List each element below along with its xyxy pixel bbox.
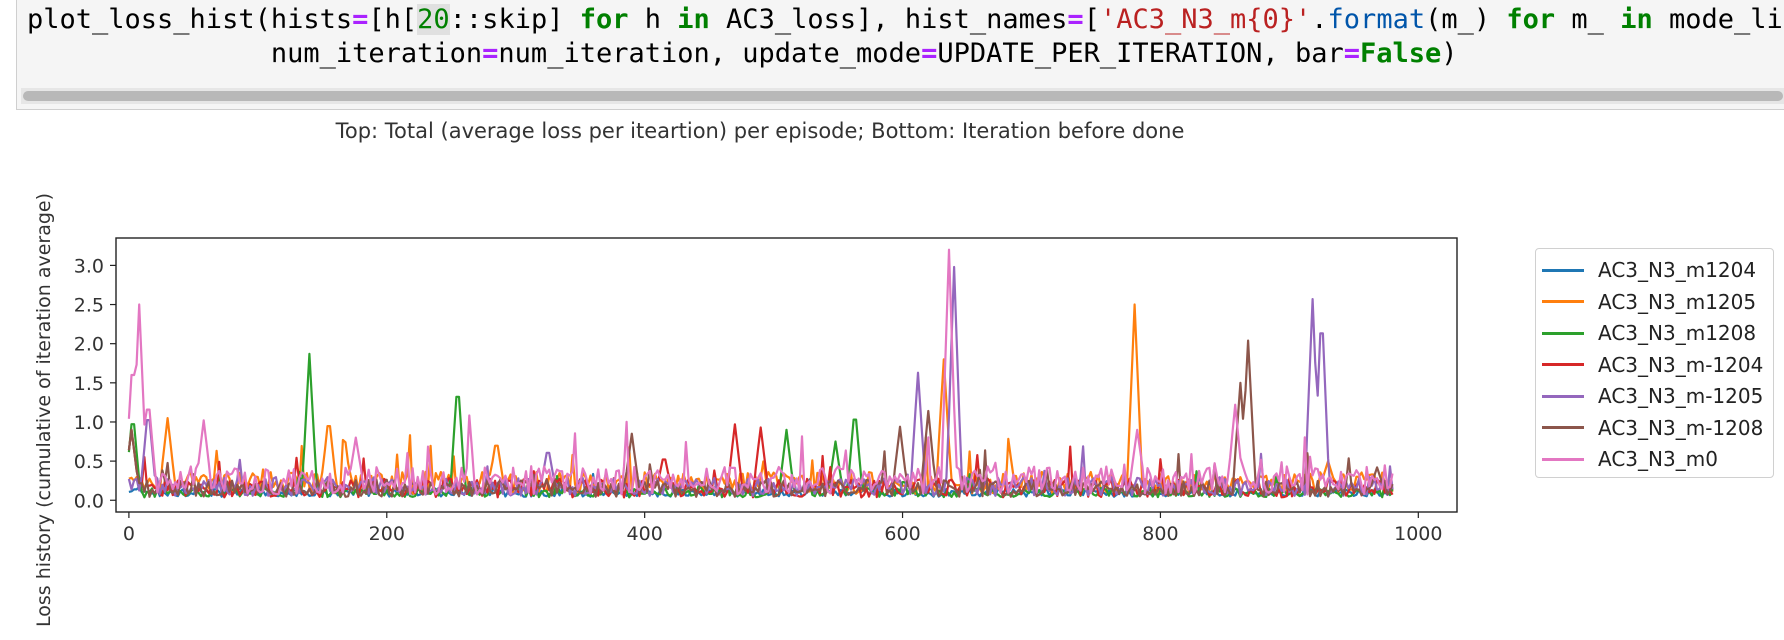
code-cell[interactable]: plot_loss_hist(hists=[h[20::skip] for h …	[16, 0, 1784, 110]
legend-item: AC3_N3_m-1204	[1542, 350, 1763, 380]
code-token: h	[628, 4, 678, 35]
legend-item: AC3_N3_m1204	[1542, 255, 1756, 285]
legend-item: AC3_N3_m-1208	[1542, 413, 1763, 443]
code-token: mode_list],	[1668, 4, 1784, 35]
legend-label: AC3_N3_m0	[1598, 447, 1718, 471]
code-token: format	[1327, 4, 1426, 35]
legend-label: AC3_N3_m1204	[1598, 258, 1757, 282]
code-token: num_iteration	[27, 38, 483, 69]
legend-label: AC3_N3_m1208	[1598, 321, 1757, 345]
code-token: m_	[1555, 4, 1621, 35]
code-line-2[interactable]: num_iteration=num_iteration, update_mode…	[27, 38, 1458, 69]
code-token: =	[921, 38, 938, 69]
legend-item: AC3_N3_m1205	[1542, 287, 1756, 317]
plot-frame	[115, 237, 1458, 513]
loss-history-chart: Top: Total (average loss per iteartion) …	[33, 119, 1458, 627]
y-tick-label: 1.0	[74, 412, 104, 434]
axes-layer: 0.0 0.5 1.0 1.5 2.0 2.5 3.0 0 200 400 600 800 1000	[74, 255, 1443, 545]
code-token: plot_loss_hist(hists	[27, 4, 353, 35]
legend-label: AC3_N3_m1205	[1598, 289, 1757, 314]
legend-label: AC3_N3_m-1208	[1598, 415, 1764, 440]
code-token: (m_)	[1425, 4, 1507, 35]
code-token: in	[677, 4, 710, 35]
y-tick-label: 2.5	[74, 295, 104, 317]
y-tick-label: 3.0	[74, 255, 104, 277]
x-tick-label: 600	[884, 523, 920, 545]
legend-label: AC3_N3_m-1204	[1598, 352, 1764, 377]
chart-title: Top: Total (average loss per iteartion) …	[335, 119, 1185, 143]
legend-item: AC3_N3_m0	[1542, 444, 1718, 474]
x-tick-label: 800	[1142, 523, 1178, 545]
legend-swatch	[1542, 300, 1584, 303]
legend-item: AC3_N3_m1208	[1542, 318, 1756, 348]
x-tick-label: 400	[627, 523, 663, 545]
code-token: 20	[417, 4, 450, 35]
legend-swatch	[1542, 394, 1584, 398]
y-tick-label: 0.5	[74, 451, 104, 473]
y-tick-label: 1.5	[74, 373, 104, 395]
legend-swatch	[1542, 457, 1584, 461]
legend-label: AC3_N3_m-1205	[1598, 384, 1764, 408]
series-line-AC3_N3_m1205	[128, 303, 1394, 495]
code-token: =	[1343, 38, 1360, 69]
series-line-AC3_N3_m-1205	[127, 265, 1394, 497]
legend-swatch	[1542, 363, 1584, 366]
code-token: [h[	[368, 4, 418, 35]
scrollbar-thumb[interactable]	[23, 91, 1783, 101]
x-tick-label: 200	[369, 523, 405, 545]
y-axis-label: Loss history (cumulative of iteration av…	[33, 193, 55, 627]
code-token: =	[482, 38, 499, 69]
code-token: num_iteration, update_mode	[498, 38, 922, 69]
legend-swatch	[1542, 426, 1584, 429]
code-token: UPDATE_PER_ITERATION, bar	[937, 38, 1344, 69]
x-tick-label: 1000	[1394, 523, 1442, 545]
y-tick-label: 0.0	[74, 490, 104, 512]
code-token: [	[1083, 4, 1100, 35]
series-line-AC3_N3_m0	[127, 248, 1394, 496]
code-token: for	[579, 4, 629, 35]
series-layer	[127, 248, 1394, 499]
legend-swatch	[1542, 331, 1584, 335]
code-token: for	[1506, 4, 1556, 35]
code-token: )	[1441, 38, 1458, 69]
horizontal-scrollbar[interactable]	[21, 88, 1784, 104]
code-token: False	[1359, 38, 1442, 69]
code-line-1[interactable]: plot_loss_hist(hists=[h[20::skip] for h …	[27, 4, 1784, 35]
legend-item: AC3_N3_m-1205	[1542, 381, 1763, 411]
legend-swatch	[1542, 268, 1584, 272]
code-token: 'AC3_N3_m{0}'	[1099, 4, 1312, 35]
series-line-AC3_N3_m-1208	[127, 339, 1394, 498]
code-token: ::skip]	[449, 4, 580, 35]
code-token: =	[352, 4, 369, 35]
code-token: in	[1620, 4, 1653, 35]
code-token: =	[1067, 4, 1084, 35]
x-tick-label: 0	[123, 523, 135, 545]
chart-legend: AC3_N3_m1204 AC3_N3_m1205 AC3_N3_m1208 AC3_…	[1535, 248, 1774, 478]
y-tick-label: 2.0	[74, 334, 104, 356]
code-token: AC3_loss], hist_names	[709, 4, 1068, 35]
code-token: .	[1311, 4, 1328, 35]
